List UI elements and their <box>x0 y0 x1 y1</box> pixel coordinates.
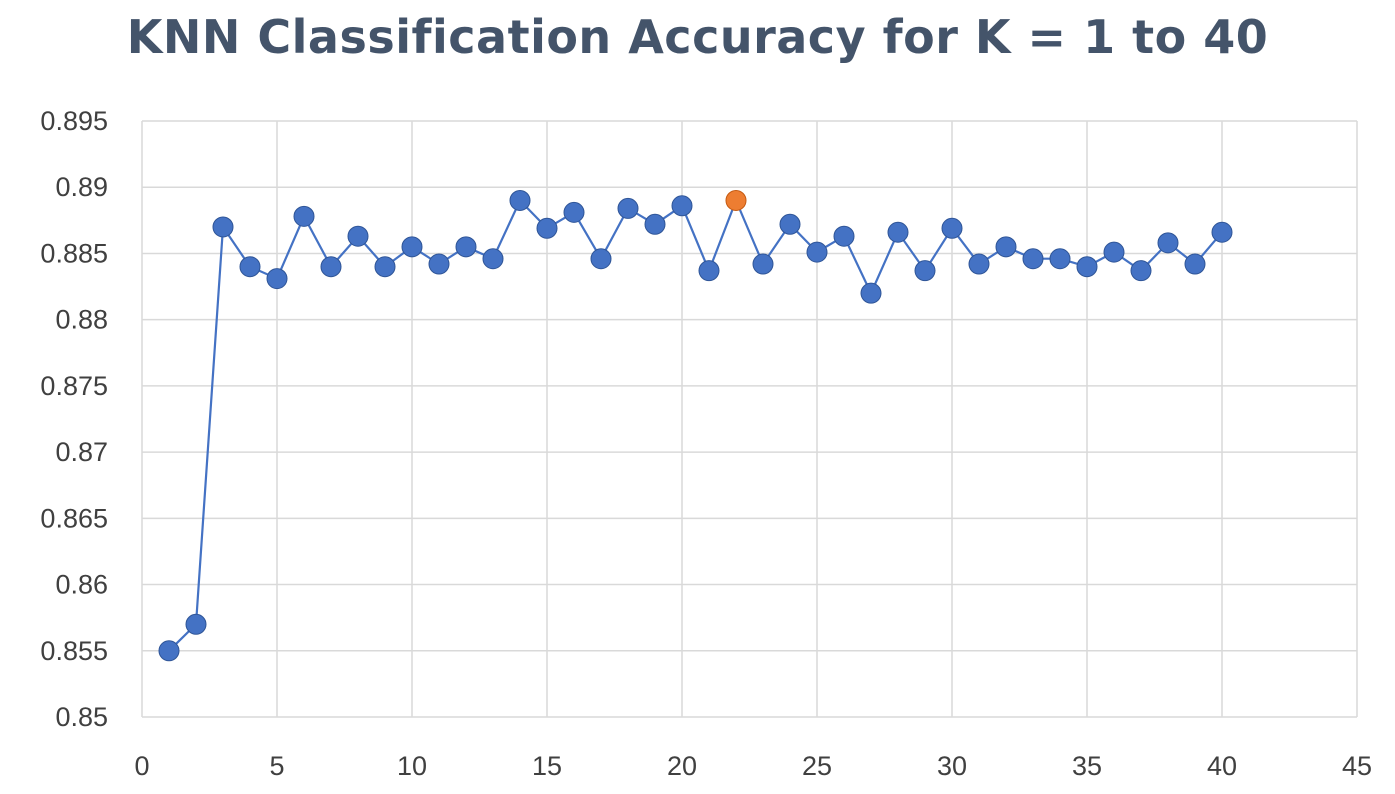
data-point <box>995 236 1017 258</box>
data-point <box>1157 232 1179 254</box>
data-point <box>644 213 666 235</box>
data-point <box>887 221 909 243</box>
grid-lines <box>141 120 1358 718</box>
data-point <box>617 197 639 219</box>
chart-title: KNN Classification Accuracy for K = 1 to… <box>126 10 1269 64</box>
data-point <box>455 236 477 258</box>
data-point <box>1130 260 1152 282</box>
series-line <box>168 197 1223 652</box>
data-point <box>806 241 828 263</box>
x-tick-label: 45 <box>1342 751 1372 781</box>
y-tick-label: 0.855 <box>40 636 108 666</box>
y-tick-label: 0.85 <box>55 702 108 732</box>
y-tick-label: 0.875 <box>40 371 108 401</box>
data-point <box>1211 221 1233 243</box>
x-tick-label: 35 <box>1072 751 1102 781</box>
data-point <box>1022 248 1044 270</box>
x-tick-label: 0 <box>134 751 149 781</box>
x-tick-label: 30 <box>937 751 967 781</box>
y-tick-label: 0.86 <box>55 570 108 600</box>
data-point <box>833 225 855 247</box>
accuracy-series <box>158 189 1233 662</box>
y-tick-label: 0.885 <box>40 238 108 268</box>
data-point <box>347 225 369 247</box>
y-tick-label: 0.895 <box>40 106 108 136</box>
data-point <box>266 268 288 290</box>
data-point <box>590 248 612 270</box>
data-point <box>752 253 774 275</box>
x-tick-label: 10 <box>397 751 427 781</box>
data-point <box>293 205 315 227</box>
data-point <box>563 201 585 223</box>
data-point <box>860 282 882 304</box>
y-tick-label: 0.87 <box>55 437 108 467</box>
data-point <box>671 195 693 217</box>
x-axis-ticks: 0 5 10 15 20 25 30 35 40 45 <box>134 751 1372 781</box>
data-point <box>914 260 936 282</box>
x-tick-label: 5 <box>269 751 284 781</box>
x-tick-label: 25 <box>802 751 832 781</box>
data-point <box>374 256 396 278</box>
data-point <box>239 256 261 278</box>
data-point <box>428 253 450 275</box>
data-point <box>158 640 180 662</box>
x-tick-label: 20 <box>667 751 697 781</box>
y-tick-label: 0.865 <box>40 503 108 533</box>
data-point <box>482 248 504 270</box>
data-point <box>1076 256 1098 278</box>
data-point <box>401 236 423 258</box>
data-point <box>212 216 234 238</box>
data-point <box>779 213 801 235</box>
y-axis-ticks: 0.85 0.855 0.86 0.865 0.87 0.875 0.88 0.885 0.89… <box>40 106 108 732</box>
data-point <box>1103 241 1125 263</box>
highlight-point <box>725 189 747 211</box>
y-tick-label: 0.88 <box>55 305 108 335</box>
data-point <box>536 217 558 239</box>
data-point <box>185 613 207 635</box>
data-point <box>698 260 720 282</box>
data-point <box>968 253 990 275</box>
data-point <box>1049 248 1071 270</box>
x-tick-label: 40 <box>1207 751 1237 781</box>
data-point <box>1184 253 1206 275</box>
data-point <box>320 256 342 278</box>
data-point <box>941 217 963 239</box>
x-tick-label: 15 <box>532 751 562 781</box>
data-point <box>509 189 531 211</box>
y-tick-label: 0.89 <box>55 172 108 202</box>
